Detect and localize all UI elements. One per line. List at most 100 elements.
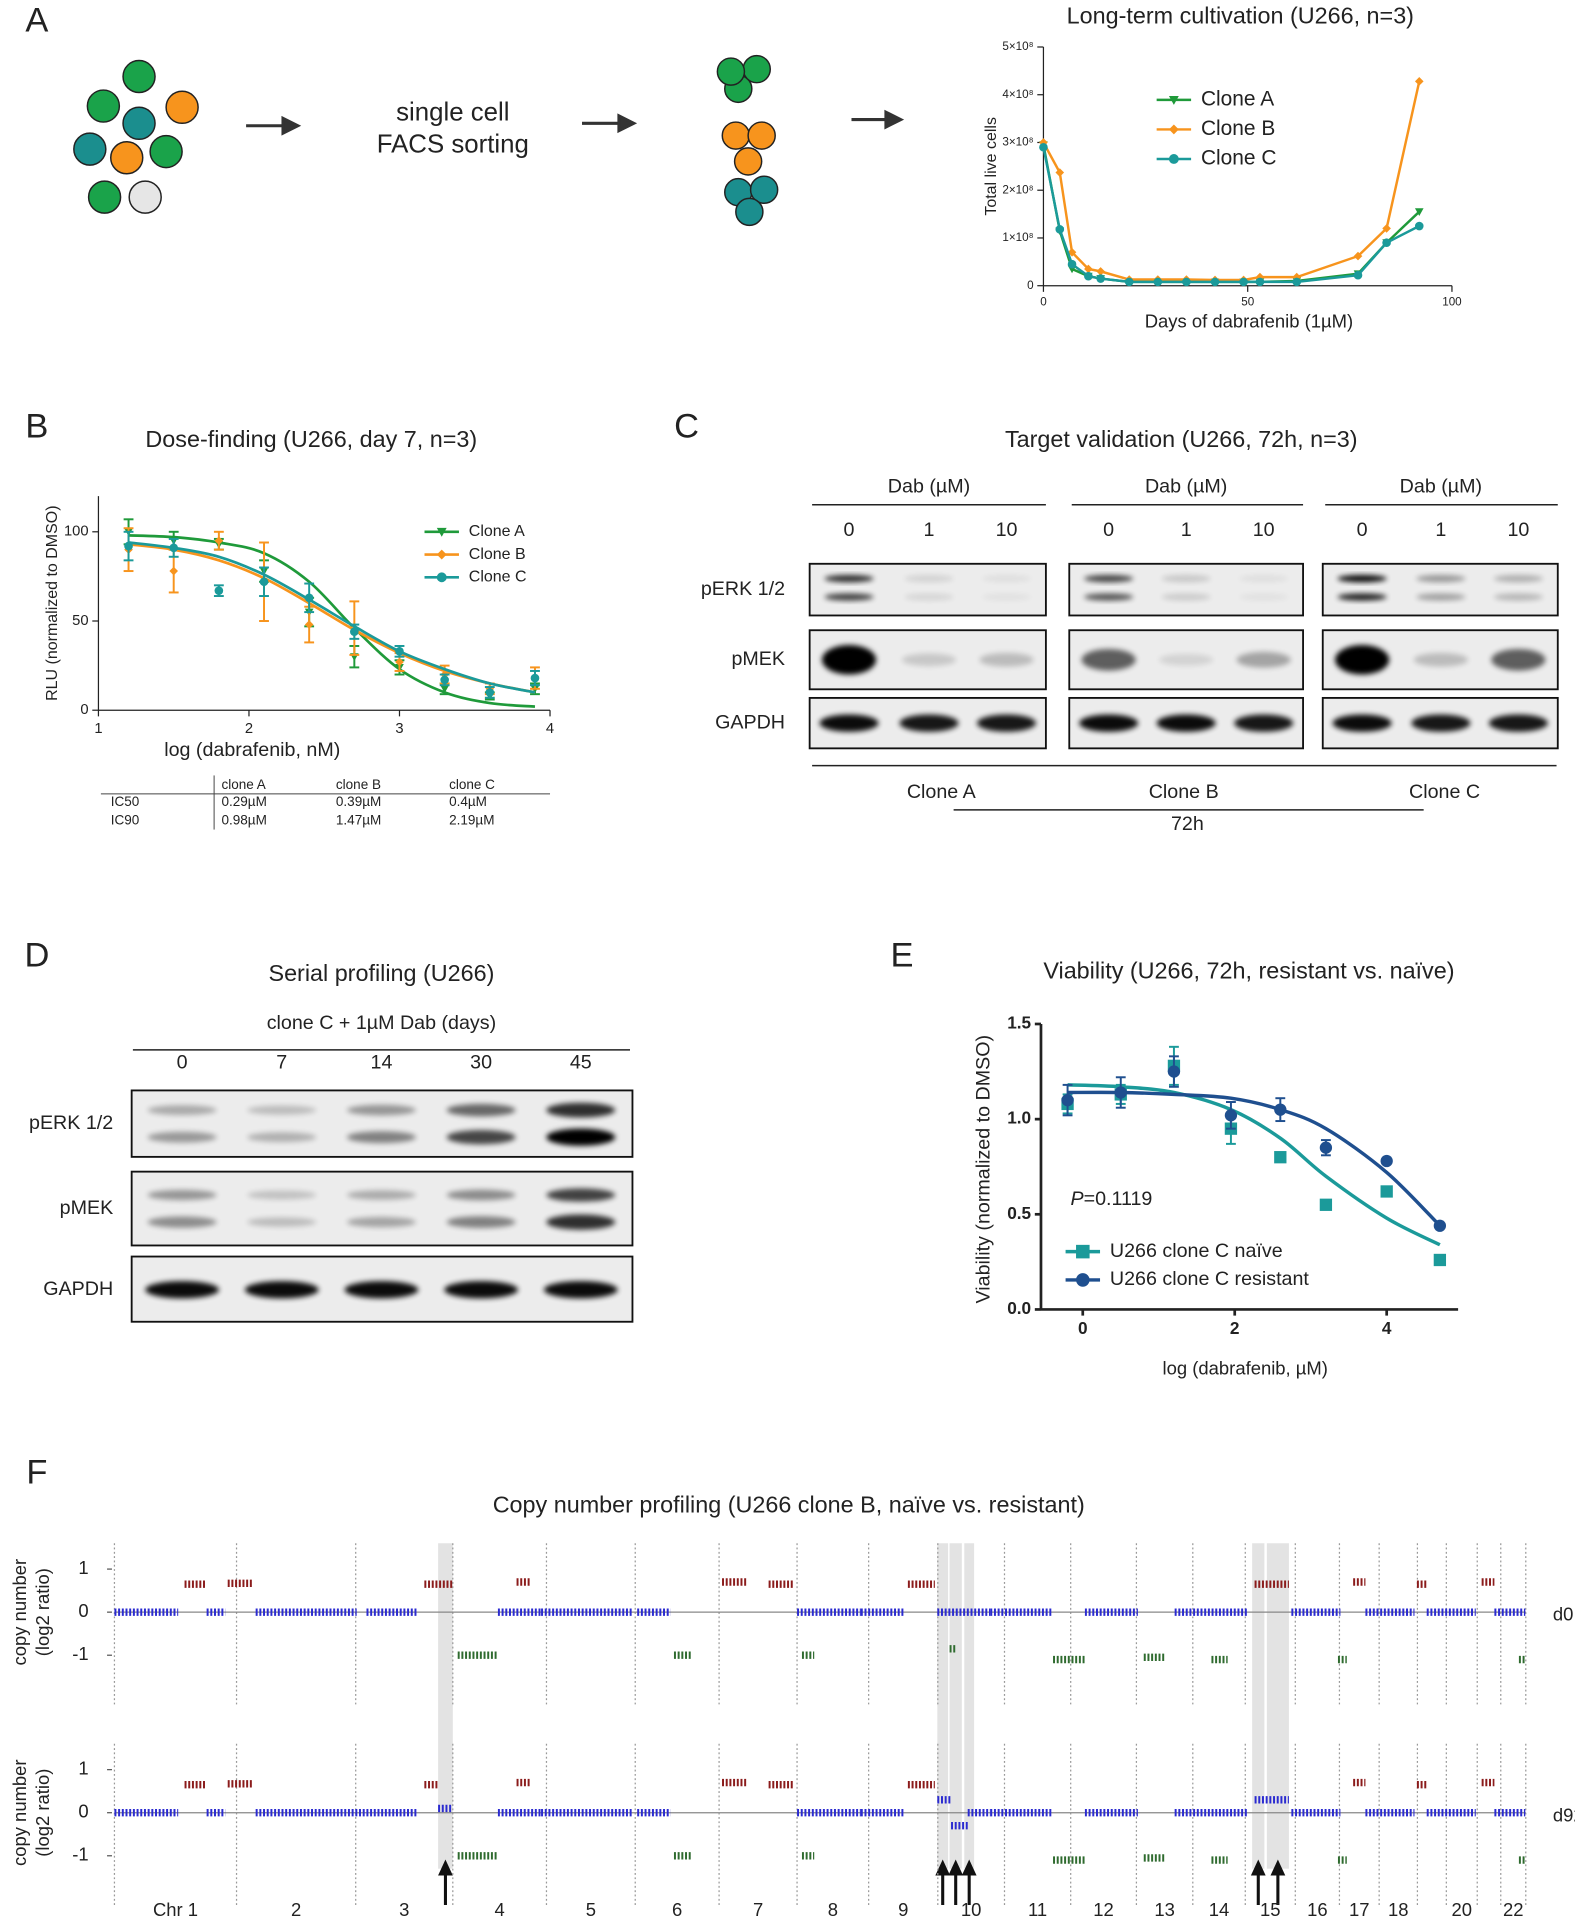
day-label: 14 — [371, 1052, 393, 1074]
marker — [440, 675, 449, 685]
y-axis-label: Viability (normalized to DMSO) — [973, 1035, 995, 1304]
legend-label: Clone B — [469, 546, 526, 563]
row-label: pMEK — [731, 648, 785, 670]
highlight — [964, 1543, 975, 1869]
band — [1159, 653, 1214, 666]
blot — [130, 1089, 634, 1158]
marker — [1380, 1185, 1393, 1198]
arrow — [1270, 1859, 1286, 1905]
y-tick-label: 1×10⁸ — [1002, 231, 1033, 244]
table-row-label: IC50 — [111, 794, 140, 809]
highlight — [937, 1543, 949, 1869]
y-axis-label: Total live cells — [983, 117, 1000, 216]
chart-title: Viability (U266, 72h, resistant vs. naïv… — [1043, 957, 1454, 983]
x-tick-label: 11 — [1028, 1899, 1047, 1920]
row-label: pMEK — [60, 1197, 114, 1219]
band — [1234, 714, 1294, 732]
marker — [1124, 277, 1134, 287]
band — [824, 593, 874, 601]
x-tick-label: 6 — [672, 1899, 682, 1920]
legend-label: Clone B — [1201, 117, 1275, 140]
cell — [122, 59, 156, 94]
band — [1416, 574, 1466, 583]
arrow-head — [961, 1859, 977, 1876]
band — [1161, 593, 1211, 601]
x-axis-label: log (dabrafenib, µM) — [1163, 1358, 1328, 1379]
chart-title: Long-term cultivation (U266, n=3) — [1067, 3, 1414, 29]
band — [247, 1105, 317, 1115]
y-axis-label: copy number — [9, 1759, 30, 1866]
arrow-head — [617, 113, 638, 134]
cell — [735, 197, 764, 227]
band — [1079, 714, 1139, 732]
band — [446, 1130, 516, 1145]
x-axis-label: log (dabrafenib, nM) — [164, 739, 340, 761]
table-row-label: IC90 — [111, 813, 140, 828]
arrow — [1250, 1859, 1266, 1905]
marker — [259, 577, 269, 587]
clone-label: Clone B — [1149, 781, 1219, 803]
cell — [716, 57, 746, 86]
time-label: 72h — [1171, 813, 1204, 835]
dose-label: 0 — [1103, 519, 1114, 541]
band — [346, 1131, 416, 1144]
dose-label: 10 — [1253, 519, 1275, 541]
table-header: clone A — [221, 777, 265, 792]
x-tick-label: 9 — [898, 1899, 908, 1920]
cell — [721, 121, 751, 150]
marker — [124, 541, 133, 551]
cell — [122, 106, 156, 141]
y-axis-label: (log2 ratio) — [32, 1769, 53, 1857]
marker — [485, 688, 495, 697]
y-tick-label: 1 — [78, 1758, 88, 1779]
blot — [130, 1170, 634, 1247]
band — [543, 1281, 618, 1299]
marker — [1274, 1103, 1287, 1116]
blot — [1321, 562, 1559, 617]
band — [344, 1281, 419, 1299]
x-tick-label: 50 — [1241, 296, 1254, 309]
blot — [808, 562, 1047, 617]
band — [819, 714, 879, 732]
band — [444, 1281, 519, 1299]
marker — [1433, 1219, 1447, 1232]
cell — [110, 140, 144, 175]
legend-label: Clone A — [1201, 87, 1274, 110]
marker — [1239, 277, 1248, 287]
arrow — [948, 1859, 964, 1905]
clone-label: Clone A — [907, 781, 977, 803]
arrow-head — [935, 1859, 951, 1876]
marker — [1255, 277, 1265, 287]
band — [1413, 652, 1468, 667]
arrow-head — [1270, 1859, 1286, 1876]
band — [1493, 593, 1544, 601]
marker — [1380, 1154, 1393, 1168]
x-tick-label: 10 — [961, 1899, 982, 1920]
band — [145, 1281, 220, 1299]
band — [1491, 648, 1546, 671]
cell-diagram — [73, 54, 779, 227]
marker — [1084, 264, 1093, 274]
band — [904, 574, 954, 583]
arrow — [438, 1859, 453, 1905]
highlight — [949, 1543, 962, 1869]
band — [1084, 574, 1134, 583]
cell — [86, 89, 121, 123]
y-tick-label: 0 — [78, 1801, 88, 1822]
legend-label: Clone C — [1201, 146, 1277, 169]
band — [1337, 574, 1387, 583]
x-tick-label: 100 — [1442, 296, 1462, 309]
table-header: clone B — [336, 777, 381, 792]
fit-curve — [1067, 1090, 1442, 1227]
y-tick-label: 0.0 — [1007, 1298, 1031, 1318]
legend-label: Clone C — [469, 569, 527, 586]
band — [546, 1214, 616, 1230]
arrows — [246, 109, 905, 136]
marker — [1319, 1198, 1333, 1211]
arrow-head — [281, 115, 302, 136]
y-tick-label: -1 — [72, 1643, 88, 1664]
legend-marker — [1168, 154, 1179, 164]
x-axis-label: Days of dabrafenib (1µM) — [1145, 310, 1353, 331]
track-label: d0 — [1553, 1604, 1574, 1625]
marker — [1084, 271, 1093, 281]
